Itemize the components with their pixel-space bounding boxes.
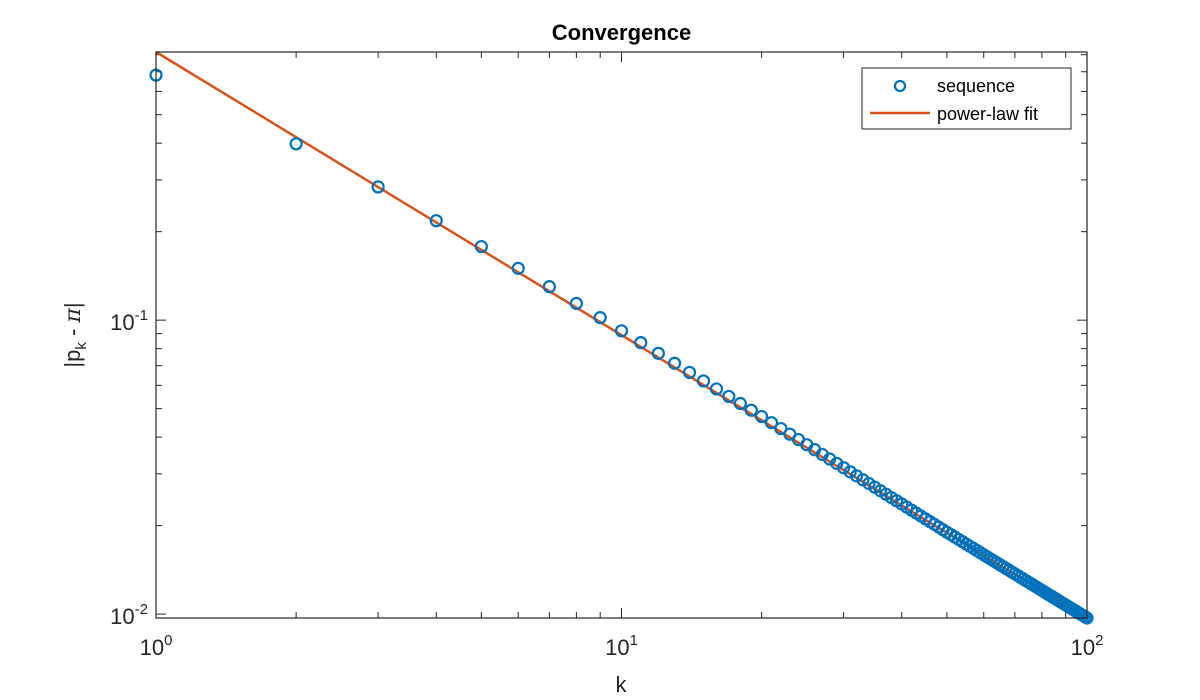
svg-text:100: 100: [140, 632, 173, 660]
tick-labels: 100 101 102 10-2 10-1: [110, 307, 1103, 660]
svg-text:|pk - π|: |pk - π|: [60, 302, 90, 367]
svg-text:10-2: 10-2: [110, 601, 148, 629]
chart-title: Convergence: [551, 20, 692, 45]
legend-label-sequence: sequence: [937, 76, 1015, 96]
power-law-fit-line: [155, 50, 1088, 620]
axis-ticks: [155, 52, 1087, 618]
svg-text:101: 101: [605, 632, 638, 660]
svg-text:10-1: 10-1: [110, 307, 148, 335]
x-axis-label: k: [616, 672, 628, 697]
svg-text:102: 102: [1071, 632, 1104, 660]
legend: sequence power-law fit: [861, 67, 1072, 130]
axes-box: [155, 51, 1088, 619]
legend-box: [861, 67, 1072, 130]
legend-marker-icon: [893, 79, 907, 93]
legend-label-fit: power-law fit: [937, 104, 1038, 124]
y-axis-label: |pk - π|: [60, 302, 90, 367]
sequence-markers: [149, 68, 1094, 625]
